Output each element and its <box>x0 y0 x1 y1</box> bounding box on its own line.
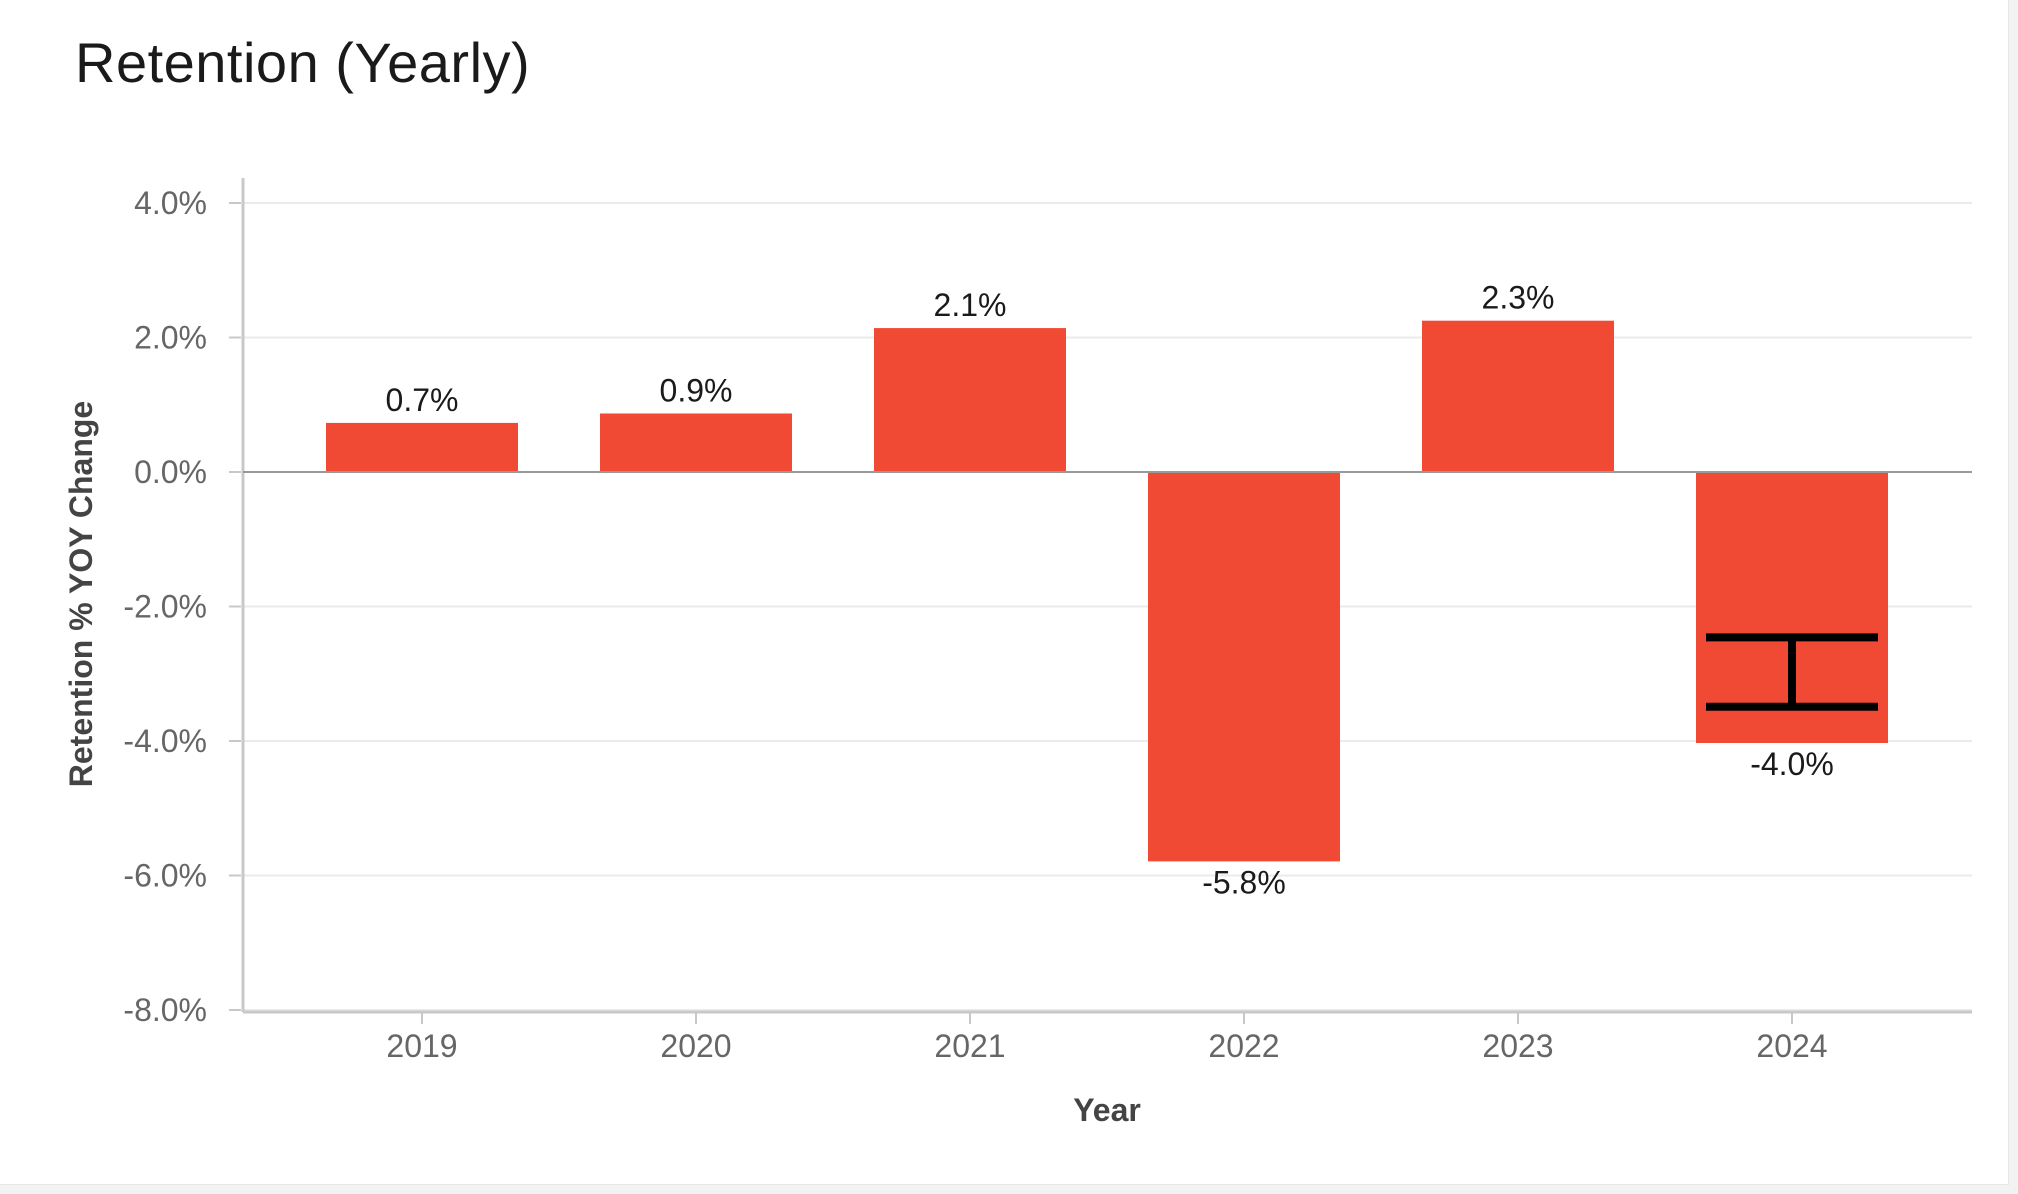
bar <box>874 328 1066 472</box>
y-tick-label: -4.0% <box>123 723 207 759</box>
chart-title: Retention (Yearly) <box>75 31 531 94</box>
bar <box>600 413 792 472</box>
data-label: 2.1% <box>934 287 1007 323</box>
y-tick-label: -6.0% <box>123 858 207 894</box>
x-tick-label: 2023 <box>1482 1028 1553 1064</box>
y-tick-label: -8.0% <box>123 992 207 1028</box>
y-tick-label: -2.0% <box>123 589 207 625</box>
x-tick-label: 2024 <box>1756 1028 1827 1064</box>
bar <box>326 422 518 472</box>
y-tick-label: 0.0% <box>134 454 207 490</box>
x-tick-label: 2020 <box>660 1028 731 1064</box>
y-tick-label: 4.0% <box>134 185 207 221</box>
x-tick-label: 2022 <box>1208 1028 1279 1064</box>
y-axis-title: Retention % YOY Change <box>63 401 99 787</box>
bar <box>1148 472 1340 862</box>
bar <box>1422 320 1614 472</box>
data-label: 2.3% <box>1482 280 1555 316</box>
data-label: -4.0% <box>1750 746 1834 782</box>
data-label: 0.7% <box>386 382 459 418</box>
x-tick-label: 2019 <box>386 1028 457 1064</box>
data-label: 0.9% <box>660 372 733 408</box>
y-tick-label: 2.0% <box>134 320 207 356</box>
x-tick-label: 2021 <box>934 1028 1005 1064</box>
data-label: -5.8% <box>1202 864 1286 900</box>
x-axis-title: Year <box>1073 1092 1141 1128</box>
